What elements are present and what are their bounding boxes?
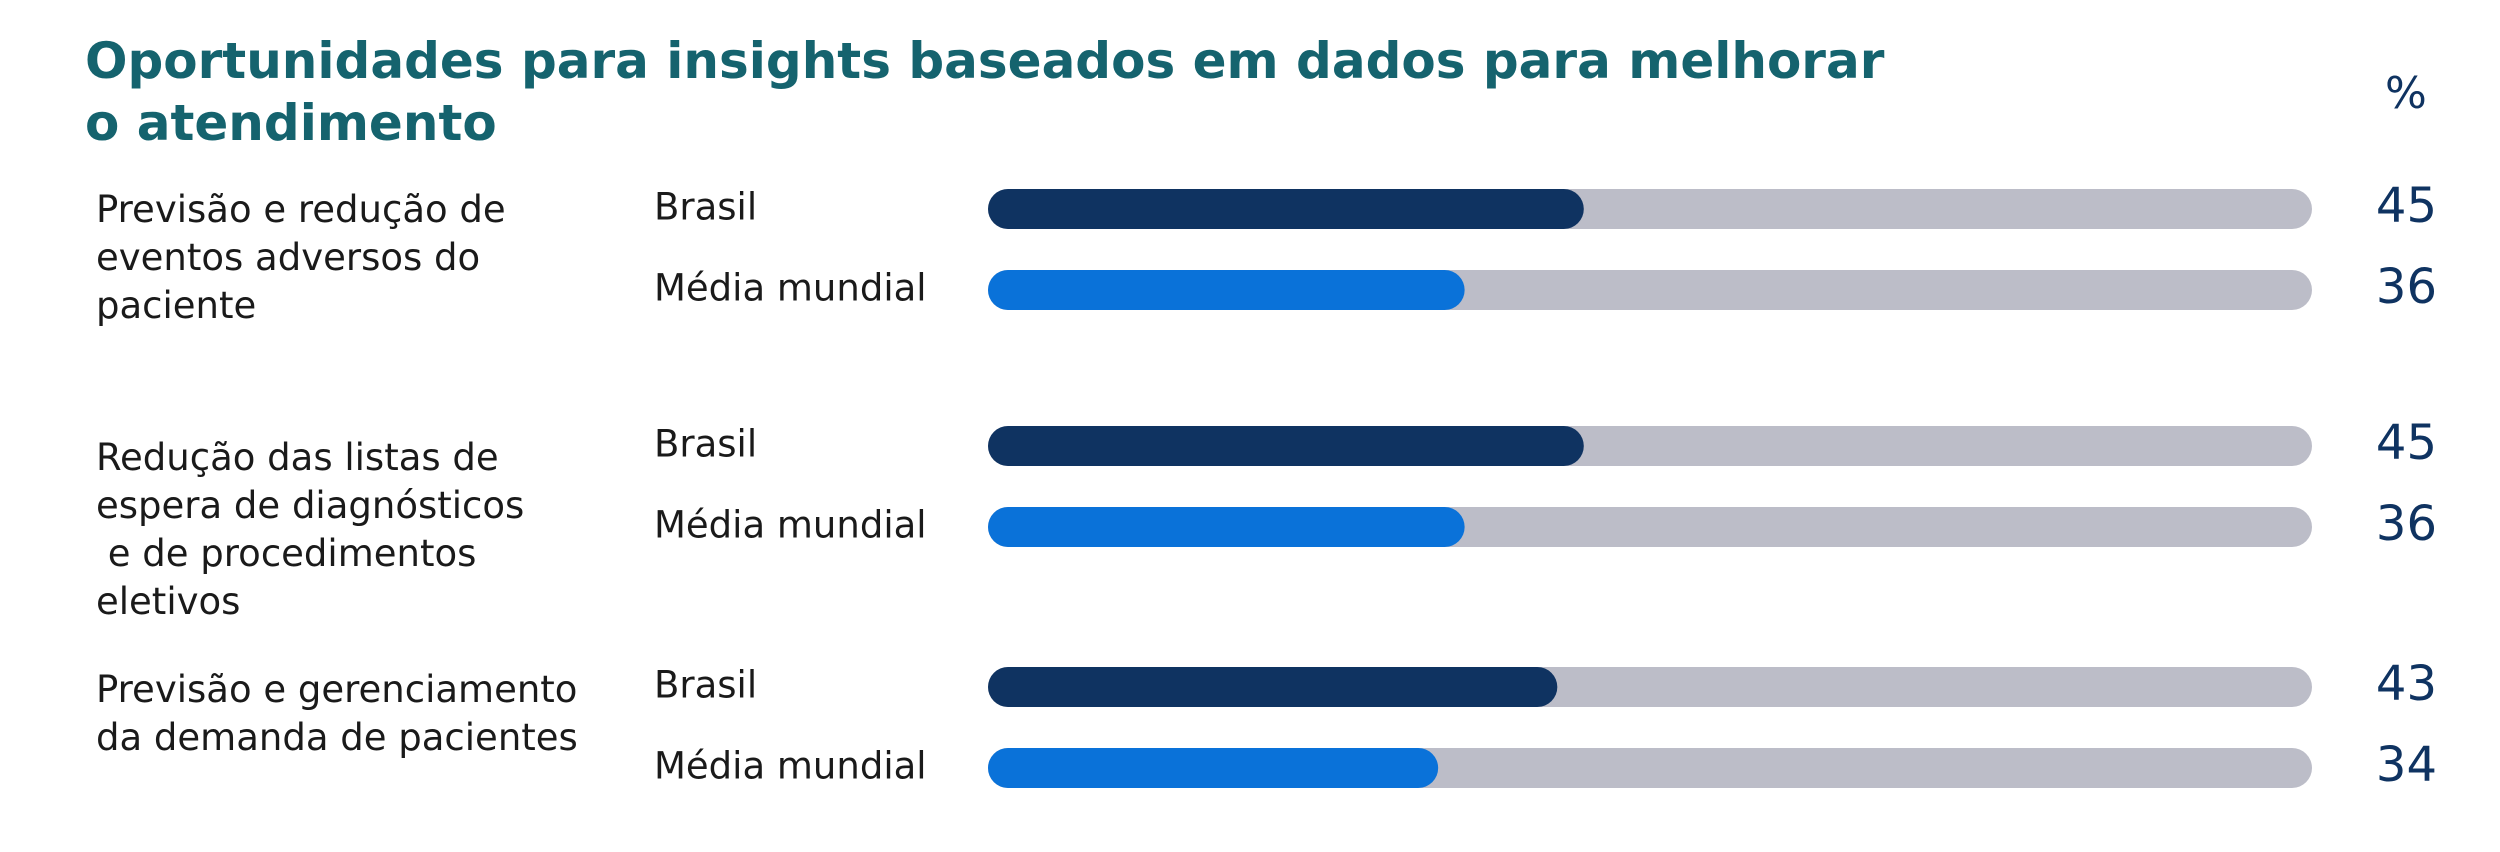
series-label: Brasil xyxy=(654,186,757,229)
value-label: 45 xyxy=(2376,415,2437,471)
value-label: 43 xyxy=(2376,656,2437,712)
bar xyxy=(988,507,1465,547)
unit-label: % xyxy=(2385,68,2427,119)
series-label: Brasil xyxy=(654,664,757,707)
bar xyxy=(988,748,1439,788)
category-label: Previsão e gerenciamento da demanda de p… xyxy=(96,668,578,759)
category-label: Redução das listas de espera de diagnóst… xyxy=(96,436,525,623)
value-label: 34 xyxy=(2376,737,2437,793)
value-label: 45 xyxy=(2376,178,2437,234)
category-label: Previsão e redução de eventos adversos d… xyxy=(96,188,506,327)
series-label: Brasil xyxy=(654,423,757,466)
series-label: Média mundial xyxy=(654,504,927,547)
series-label: Média mundial xyxy=(654,267,927,310)
bar xyxy=(988,667,1558,707)
value-label: 36 xyxy=(2376,259,2437,315)
chart-title: Oportunidades para insights baseados em … xyxy=(85,32,1885,152)
bar xyxy=(988,189,1584,229)
bar xyxy=(988,426,1584,466)
bar xyxy=(988,270,1465,310)
value-label: 36 xyxy=(2376,496,2437,552)
series-label: Média mundial xyxy=(654,745,927,788)
